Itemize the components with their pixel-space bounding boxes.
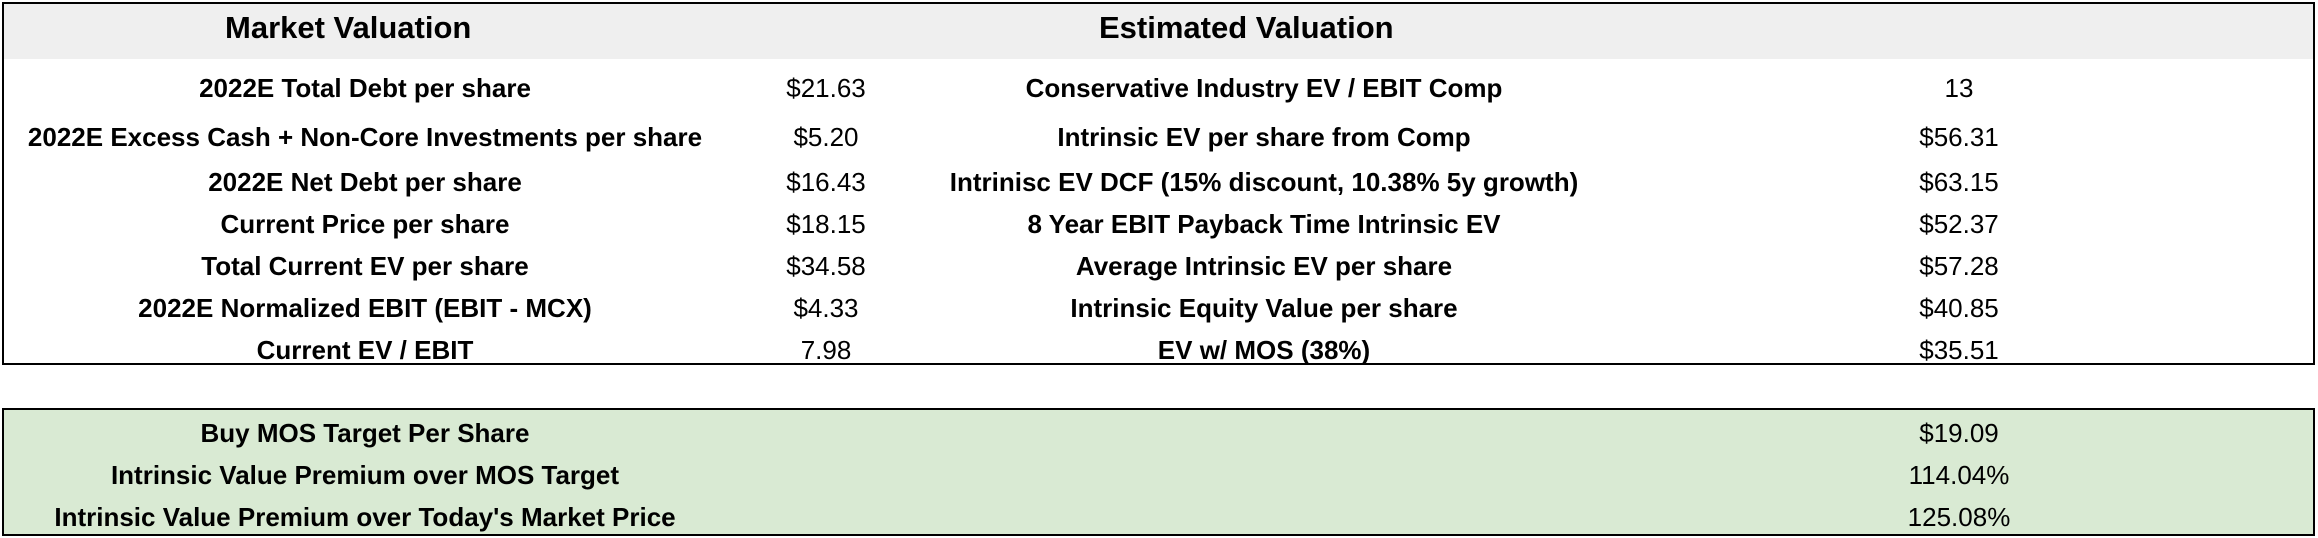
market-value: $18.15: [786, 209, 866, 239]
table-row: Total Current EV per share $34.58 Averag…: [4, 245, 2313, 287]
market-value: $4.33: [793, 293, 859, 323]
estimated-value: $57.28: [1919, 251, 1999, 281]
estimated-value: $63.15: [1919, 167, 1999, 197]
estimated-valuation-header: Estimated Valuation: [1099, 10, 1394, 45]
estimated-label: 8 Year EBIT Payback Time Intrinsic EV: [1027, 209, 1501, 239]
market-value: $16.43: [786, 167, 866, 197]
estimated-label: Intrinisc EV DCF (15% discount, 10.38% 5…: [949, 167, 1579, 197]
estimated-label: Average Intrinsic EV per share: [1075, 251, 1453, 281]
estimated-value: $40.85: [1919, 293, 1999, 323]
market-value: 7.98: [800, 335, 852, 365]
mos-summary-table: Buy MOS Target Per Share $19.09 Intrinsi…: [2, 408, 2315, 536]
market-label: 2022E Net Debt per share: [208, 167, 522, 197]
table-row: 2022E Excess Cash + Non-Core Investments…: [4, 116, 2313, 158]
estimated-label: EV w/ MOS (38%): [1157, 335, 1371, 365]
market-label: Current EV / EBIT: [256, 335, 474, 365]
table-row: Current Price per share $18.15 8 Year EB…: [4, 203, 2313, 245]
summary-row: Intrinsic Value Premium over Today's Mar…: [4, 496, 2313, 538]
estimated-value: 13: [1944, 73, 1974, 103]
estimated-label: Conservative Industry EV / EBIT Comp: [1025, 73, 1503, 103]
summary-value: 125.08%: [1907, 502, 2011, 532]
market-label: 2022E Normalized EBIT (EBIT - MCX): [138, 293, 592, 323]
table-row: 2022E Net Debt per share $16.43 Intrinis…: [4, 161, 2313, 203]
estimated-label: Intrinsic Equity Value per share: [1070, 293, 1458, 323]
valuation-table: Market Valuation Estimated Valuation 202…: [2, 2, 2315, 365]
market-label: 2022E Excess Cash + Non-Core Investments…: [27, 122, 703, 152]
market-valuation-header: Market Valuation: [225, 10, 472, 45]
summary-label: Intrinsic Value Premium over MOS Target: [110, 460, 620, 490]
market-value: $5.20: [793, 122, 859, 152]
summary-label: Intrinsic Value Premium over Today's Mar…: [54, 502, 676, 532]
estimated-value: $52.37: [1919, 209, 1999, 239]
table-row: Current EV / EBIT 7.98 EV w/ MOS (38%) $…: [4, 329, 2313, 371]
estimated-value: $56.31: [1919, 122, 1999, 152]
market-value: $34.58: [786, 251, 866, 281]
market-label: Current Price per share: [220, 209, 510, 239]
estimated-value: $35.51: [1919, 335, 1999, 365]
table-row: 2022E Normalized EBIT (EBIT - MCX) $4.33…: [4, 287, 2313, 329]
summary-row: Intrinsic Value Premium over MOS Target …: [4, 454, 2313, 496]
valuation-header-row: Market Valuation Estimated Valuation: [4, 4, 2313, 59]
market-label: Total Current EV per share: [201, 251, 529, 281]
summary-value: 114.04%: [1908, 460, 2010, 490]
estimated-label: Intrinsic EV per share from Comp: [1057, 122, 1471, 152]
summary-row: Buy MOS Target Per Share $19.09: [4, 412, 2313, 454]
market-value: $21.63: [786, 73, 866, 103]
table-row: 2022E Total Debt per share $21.63 Conser…: [4, 67, 2313, 109]
summary-label: Buy MOS Target Per Share: [200, 418, 530, 448]
market-label: 2022E Total Debt per share: [199, 73, 531, 103]
summary-value: $19.09: [1919, 418, 1999, 448]
